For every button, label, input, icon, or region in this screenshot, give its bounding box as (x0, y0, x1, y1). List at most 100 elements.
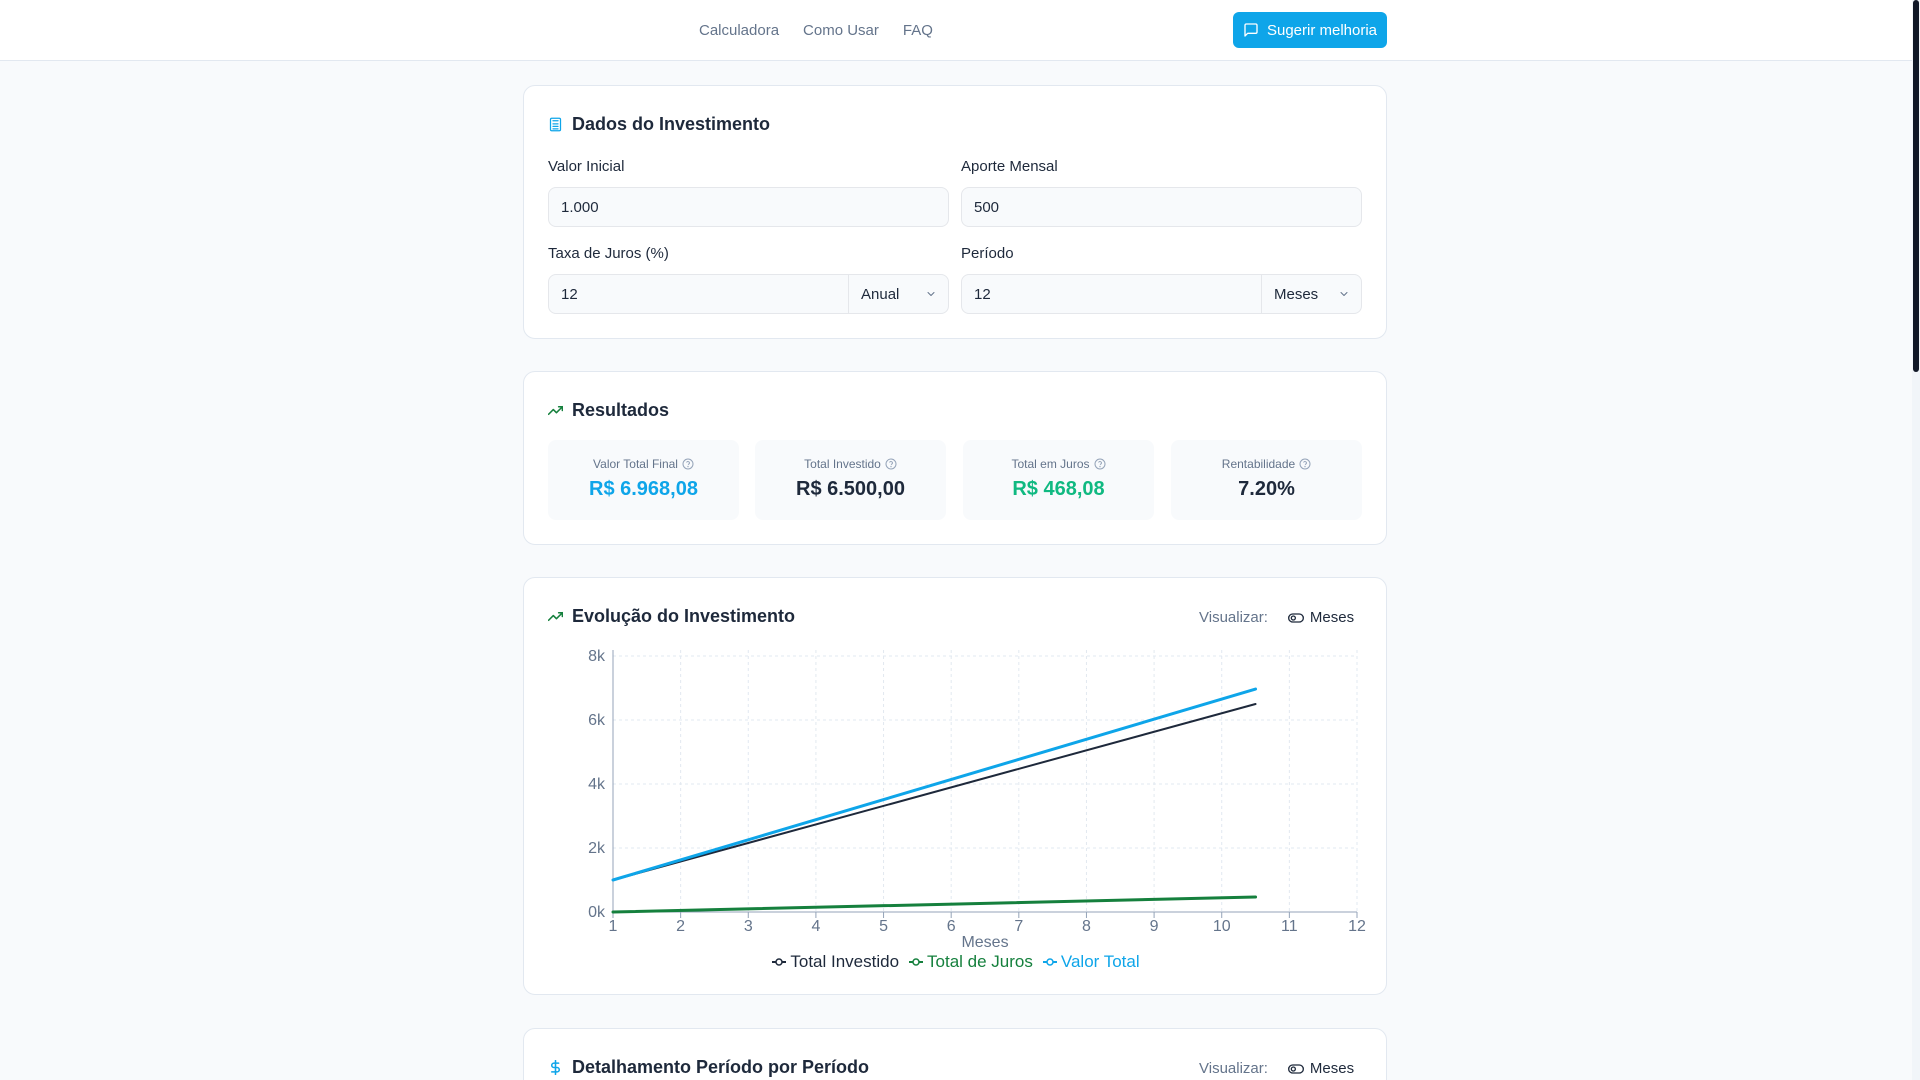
interest-rate-label: Taxa de Juros (%) (548, 245, 669, 262)
suggest-label: Sugerir melhoria (1266, 21, 1378, 39)
y-tick-label: 6k (588, 712, 606, 729)
x-tick-label: 7 (1014, 918, 1023, 935)
scrollbar-thumb[interactable] (1913, 0, 1919, 372)
legend-label: Valor Total (1060, 952, 1140, 971)
visualize-toggle[interactable]: Meses (1287, 1060, 1354, 1077)
chevron-down-icon (1340, 292, 1348, 296)
investment-data-card: Dados do Investimento Valor Inicial 1.00… (523, 85, 1387, 339)
visualize-toggle[interactable]: Meses (1287, 609, 1355, 626)
stat-label: Total Investido (755, 457, 946, 471)
x-tick-label: 8 (1082, 918, 1091, 935)
top-bar: Calculadora Como Usar FAQ Sugerir melhor… (0, 0, 1912, 61)
legend-label: Total de Juros (927, 952, 1033, 971)
stat-value: R$ 6.500,00 (796, 478, 905, 500)
x-tick-label: 5 (879, 918, 888, 935)
message-square-icon (1244, 23, 1258, 37)
stat-label-text: Rentabilidade (1221, 457, 1296, 471)
stat-label: Valor Total Final (548, 457, 739, 471)
evolution-title: Evolução do Investimento (548, 606, 795, 627)
nav-calculadora[interactable]: Calculadora (699, 22, 780, 39)
period-unit-select[interactable]: Meses (1274, 275, 1350, 313)
toggle-icon (1287, 612, 1304, 623)
period-label: Período (961, 245, 1014, 262)
nav-faq[interactable]: FAQ (902, 22, 933, 39)
initial-value-label: Valor Inicial (548, 158, 625, 175)
suggest-improvement-button[interactable]: Sugerir melhoria (1233, 12, 1387, 48)
x-tick-label: 6 (947, 918, 956, 935)
legend-item[interactable]: Valor Total (1042, 952, 1140, 972)
interest-rate-input[interactable]: 12 Anual (548, 274, 949, 314)
help-circle-icon[interactable] (885, 458, 897, 470)
stat-label: Total em Juros (963, 457, 1154, 471)
x-axis-label: Meses (961, 934, 1008, 951)
initial-value-text: 1.000 (561, 198, 599, 216)
legend-line-icon (772, 958, 787, 966)
chart-legend: Total Investido Total de Juros Valor Total (524, 952, 1388, 972)
visualize-label: Visualizar: (1199, 609, 1268, 626)
x-tick-label: 11 (1281, 918, 1298, 935)
x-tick-label: 10 (1213, 918, 1231, 935)
y-tick-label: 0k (588, 904, 606, 921)
stat-label-text: Valor Total Final (593, 457, 678, 471)
initial-value-input[interactable]: 1.000 (548, 187, 949, 227)
scrollbar-track[interactable] (1912, 0, 1920, 1080)
legend-line-icon (1042, 958, 1057, 966)
evolution-visualize: Visualizar: Meses (1199, 609, 1354, 626)
investment-data-title: Dados do Investimento (548, 114, 770, 135)
x-tick-label: 12 (1348, 918, 1366, 935)
legend-label: Total Investido (790, 952, 900, 971)
y-tick-label: 4k (588, 776, 606, 793)
stat-value: 7.20% (1238, 478, 1295, 500)
legend-item[interactable]: Total Investido (772, 952, 899, 972)
details-visualize: Visualizar: Meses (1199, 1060, 1354, 1077)
visualize-option-text: Meses (1309, 609, 1355, 626)
help-circle-icon[interactable] (1299, 458, 1311, 470)
period-input[interactable]: 12 Meses (961, 274, 1362, 314)
legend-item[interactable]: Total de Juros (909, 952, 1033, 972)
main-nav: Calculadora Como Usar FAQ (699, 0, 933, 61)
field-divider (1261, 275, 1262, 313)
trending-up-icon (548, 405, 563, 416)
card-title-text: Detalhamento Período por Período (572, 1057, 870, 1077)
nav-como-usar[interactable]: Como Usar (803, 22, 879, 39)
x-tick-label: 1 (609, 918, 618, 935)
card-title-text: Resultados (572, 400, 670, 420)
rate-period-text: Anual (861, 285, 900, 303)
chevron-down-icon (927, 292, 935, 296)
card-title-text: Dados do Investimento (572, 114, 771, 134)
visualize-label: Visualizar: (1199, 1060, 1268, 1077)
field-divider (848, 275, 849, 313)
period-value-text: 12 (974, 285, 991, 303)
results-title: Resultados (548, 400, 669, 421)
calculator-icon (549, 117, 562, 132)
details-card: Detalhamento Período por Período Visuali… (523, 1028, 1387, 1080)
stat-profitability: Rentabilidade 7.20% (1171, 440, 1362, 520)
stat-value: R$ 6.968,08 (589, 478, 698, 500)
trending-up-icon (548, 611, 563, 622)
y-tick-label: 2k (588, 840, 606, 857)
dollar-sign-icon (550, 1060, 561, 1075)
help-circle-icon[interactable] (1094, 458, 1106, 470)
toggle-icon (1287, 1063, 1304, 1074)
results-card: Resultados Valor Total Final R$ 6.968,08… (523, 371, 1387, 545)
y-tick-label: 8k (588, 648, 606, 665)
x-tick-label: 2 (676, 918, 685, 935)
series-line-total-investido (612, 703, 1257, 881)
stat-label-text: Total Investido (804, 457, 881, 471)
monthly-value-text: 500 (974, 198, 1000, 216)
stat-label-text: Total em Juros (1011, 457, 1090, 471)
stat-final-value: Valor Total Final R$ 6.968,08 (548, 440, 739, 520)
help-circle-icon[interactable] (682, 458, 694, 470)
details-title: Detalhamento Período por Período (548, 1057, 869, 1078)
monthly-contribution-input[interactable]: 500 (961, 187, 1362, 227)
series-line-total-de-juros (611, 895, 1258, 914)
x-tick-label: 9 (1150, 918, 1159, 935)
stat-label: Rentabilidade (1171, 457, 1362, 471)
stat-total-invested: Total Investido R$ 6.500,00 (755, 440, 946, 520)
rate-period-select[interactable]: Anual (861, 275, 937, 313)
stat-value: R$ 468,08 (1012, 478, 1105, 500)
legend-line-icon (909, 958, 924, 966)
period-unit-text: Meses (1274, 285, 1319, 303)
x-tick-label: 4 (811, 918, 820, 935)
